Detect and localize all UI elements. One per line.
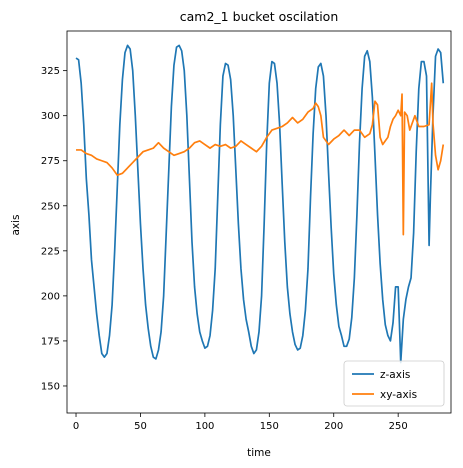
y-tick-label: 250 [41,201,60,212]
x-tick-label: 100 [195,421,214,432]
series-line-z-axis [75,44,445,364]
y-tick-label: 325 [41,66,60,77]
x-axis-label: time [247,447,271,459]
y-axis-label: axis [10,214,22,235]
legend: z-axis xy-axis [343,360,445,407]
y-tick-label: 275 [41,156,60,167]
y-tick-label: 200 [41,291,60,302]
x-tick-label: 250 [389,421,408,432]
legend-label-xy-axis: xy-axis [380,389,417,401]
series-line-xy-axis [76,82,445,236]
plot-frame [66,30,452,414]
ticks-layer: 0 50 100 150 200 250 150 175 200 225 250 275 300 325 [41,66,408,432]
y-tick-label: 300 [41,111,60,122]
legend-label-z-axis: z-axis [380,369,410,381]
x-tick-label: 200 [324,421,343,432]
x-tick-label: 0 [73,421,79,432]
x-tick-label: 150 [260,421,279,432]
series-layer [75,44,445,364]
y-tick-label: 225 [41,246,60,257]
y-tick-label: 150 [41,381,60,392]
chart-title: cam2_1 bucket oscilation [180,9,339,24]
x-tick-label: 50 [134,421,147,432]
y-tick-label: 175 [41,336,60,347]
